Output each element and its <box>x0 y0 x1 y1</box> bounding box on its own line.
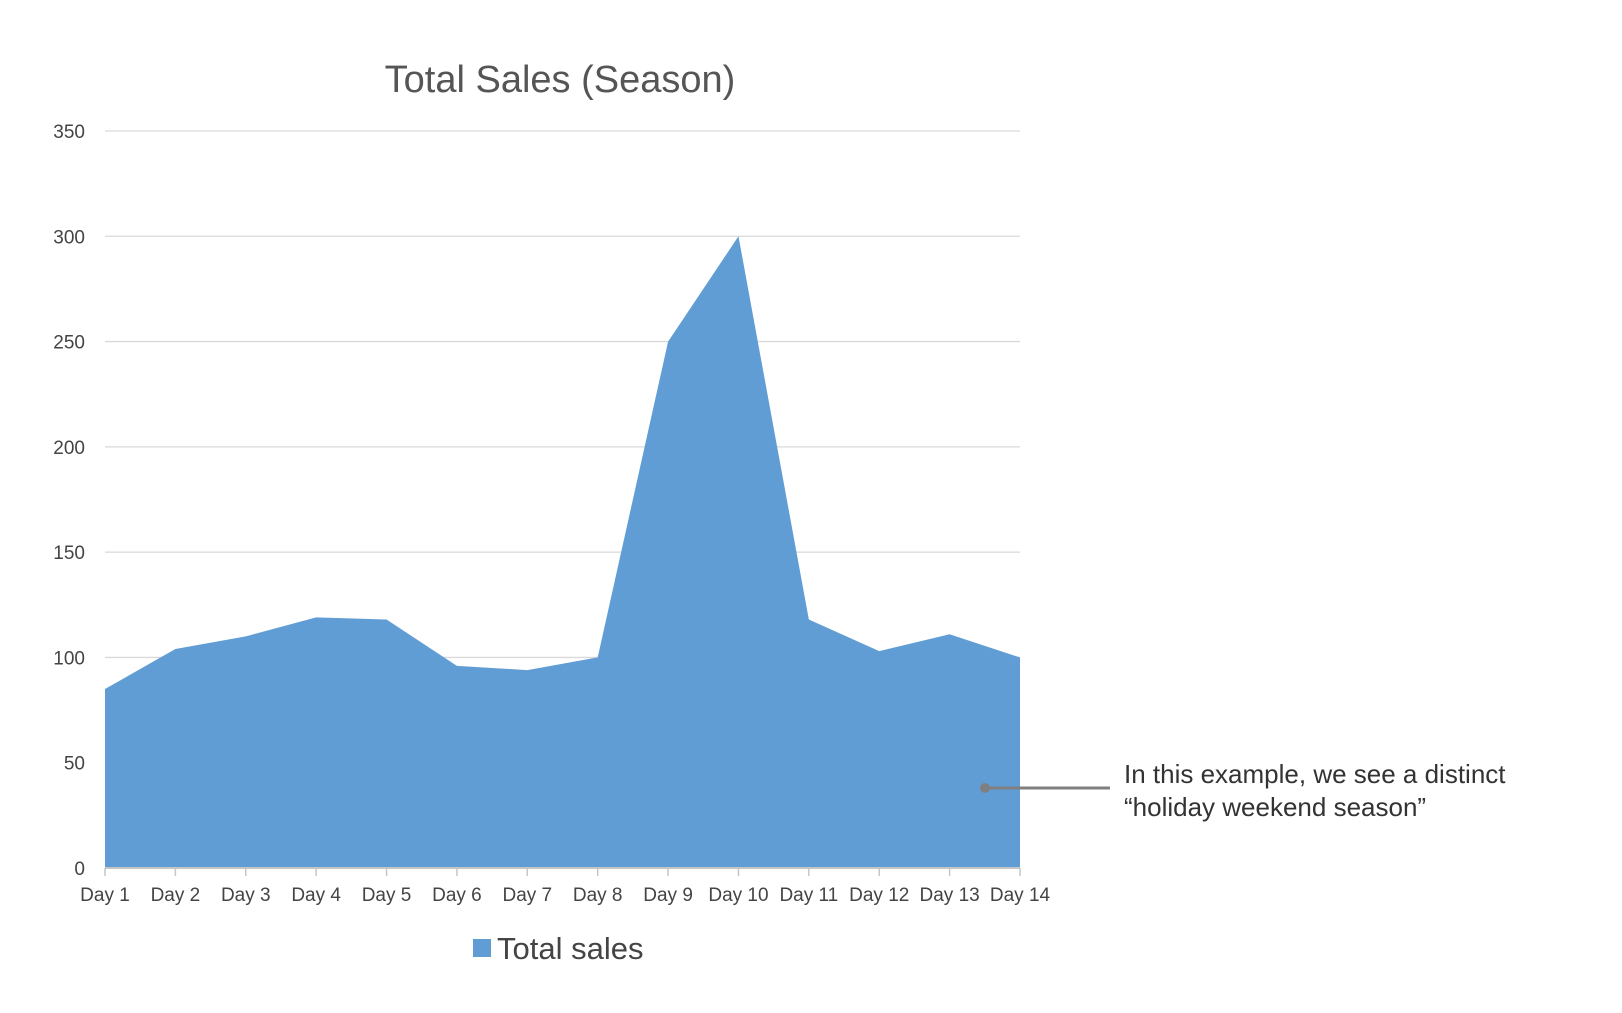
x-tick-label: Day 11 <box>779 885 838 906</box>
x-tick-label: Day 8 <box>573 885 623 906</box>
x-tick-label: Day 14 <box>990 885 1051 906</box>
x-tick-label: Day 5 <box>362 885 412 906</box>
annotation-marker <box>980 783 990 793</box>
x-tick-label: Day 9 <box>643 885 693 906</box>
x-tick-label: Day 6 <box>432 885 482 906</box>
x-tick-label: Day 10 <box>708 885 768 906</box>
x-tick-label: Day 12 <box>849 885 909 906</box>
y-tick-label: 50 <box>64 754 85 775</box>
x-tick-label: Day 1 <box>80 885 130 906</box>
x-tick-label: Day 7 <box>502 885 552 906</box>
annotation-text: In this example, we see a distinct <box>1124 759 1506 789</box>
annotation: In this example, we see a distinct“holid… <box>980 759 1506 822</box>
y-tick-label: 200 <box>53 438 85 459</box>
annotation-text: “holiday weekend season” <box>1124 792 1426 822</box>
y-tick-label: 150 <box>53 543 85 564</box>
x-tick-label: Day 3 <box>221 885 271 906</box>
chart-title: Total Sales (Season) <box>385 59 736 101</box>
x-tick-label: Day 4 <box>291 885 341 906</box>
y-tick-label: 250 <box>53 333 85 354</box>
x-tick-label: Day 13 <box>920 885 980 906</box>
y-tick-label: 300 <box>53 227 85 248</box>
y-tick-label: 0 <box>74 859 85 880</box>
x-tick-label: Day 2 <box>151 885 201 906</box>
y-tick-label: 350 <box>53 122 85 143</box>
y-tick-label: 100 <box>53 648 85 669</box>
axes: Day 1 Day 2 Day 3 Day 4 Day 5 Day 6 Day 7 Day 8… <box>80 868 1050 906</box>
legend: Total sales <box>473 931 643 966</box>
legend-swatch <box>473 939 491 957</box>
legend-label: Total sales <box>497 931 643 966</box>
